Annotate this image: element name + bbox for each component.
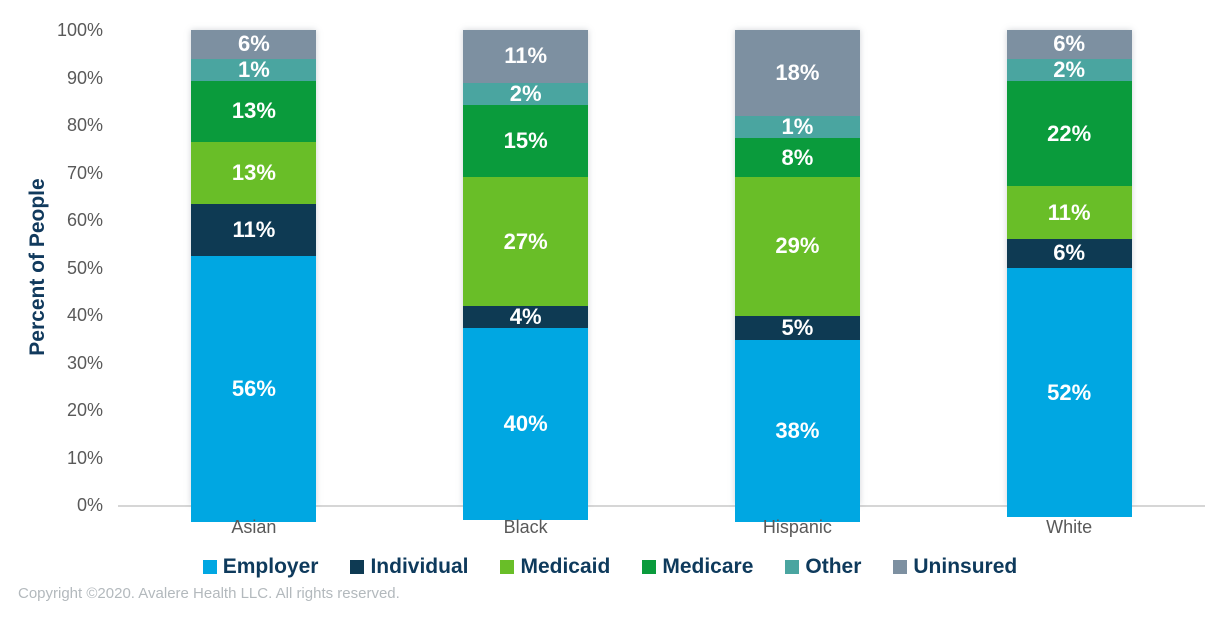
legend-swatch-icon bbox=[893, 560, 908, 574]
segment-value-label: 52% bbox=[1047, 379, 1092, 405]
bar-segment-uninsured: 6% bbox=[1006, 30, 1132, 59]
bar-segment-individual: 5% bbox=[734, 314, 860, 340]
bar-segment-other: 1% bbox=[191, 56, 317, 82]
y-tick-label: 30% bbox=[66, 352, 103, 373]
y-tick-label: 40% bbox=[66, 305, 103, 325]
segment-value-label: 18% bbox=[775, 60, 820, 86]
segment-value-label: 11% bbox=[232, 217, 276, 243]
bar-segment-employer: 38% bbox=[734, 339, 860, 523]
legend-swatch-icon bbox=[785, 560, 800, 574]
y-tick-label: 80% bbox=[66, 115, 103, 135]
segment-value-label: 5% bbox=[781, 314, 814, 340]
bar-segment-medicaid: 13% bbox=[191, 142, 317, 204]
y-tick-label: 10% bbox=[66, 447, 103, 468]
segment-value-label: 2% bbox=[1053, 56, 1086, 82]
segment-value-label: 22% bbox=[1047, 120, 1092, 146]
y-tick-label: 60% bbox=[66, 210, 103, 230]
segment-value-label: 11% bbox=[504, 43, 548, 69]
bar-segment-uninsured: 6% bbox=[191, 30, 317, 59]
segment-value-label: 4% bbox=[509, 304, 542, 330]
segment-value-label: 1% bbox=[781, 114, 814, 140]
segment-value-label: 38% bbox=[775, 418, 820, 444]
segment-value-label: 6% bbox=[1053, 240, 1086, 266]
segment-value-label: 6% bbox=[237, 31, 270, 57]
bar-segment-medicare: 15% bbox=[463, 104, 589, 177]
bar-stack-asian: 6% 1% 13% 13% 11% 56% bbox=[191, 30, 317, 523]
bar-stack-hispanic: 18% 1% 8% 29% 5% 38% bbox=[734, 30, 860, 523]
bar-segment-employer: 56% bbox=[191, 256, 317, 523]
y-tick-label: 70% bbox=[66, 162, 103, 183]
bar-segment-individual: 6% bbox=[1006, 239, 1132, 268]
segment-value-label: 56% bbox=[231, 376, 276, 402]
segment-value-label: 13% bbox=[231, 160, 276, 186]
bar-segment-uninsured: 11% bbox=[463, 30, 589, 83]
x-category-label: Black bbox=[503, 517, 548, 537]
bar-segment-individual: 11% bbox=[191, 204, 317, 257]
legend-label: Other bbox=[805, 555, 862, 578]
bar-segment-medicare: 22% bbox=[1006, 80, 1132, 187]
x-category-label: White bbox=[1046, 517, 1093, 537]
legend-label: Individual bbox=[370, 555, 469, 578]
legend-label: Uninsured bbox=[913, 555, 1018, 578]
legend-swatch-icon bbox=[202, 560, 217, 574]
legend-item-medicare: Medicare bbox=[642, 555, 753, 579]
legend-label: Medicaid bbox=[520, 555, 611, 578]
x-axis-line bbox=[118, 505, 1205, 507]
bar-stack-white: 6% 2% 22% 11% 6% 52% bbox=[1006, 30, 1132, 518]
legend-label: Medicare bbox=[662, 555, 754, 578]
segment-value-label: 8% bbox=[781, 144, 814, 170]
y-tick-label: 20% bbox=[66, 400, 103, 420]
y-tick-label: 0% bbox=[76, 495, 103, 515]
bar-segment-medicare: 13% bbox=[191, 80, 317, 143]
y-tick-label: 90% bbox=[66, 67, 103, 88]
legend-item-individual: Individual bbox=[350, 555, 468, 579]
bar-segment-medicaid: 29% bbox=[734, 176, 860, 316]
bar-segment-medicaid: 27% bbox=[463, 176, 589, 307]
bar-segment-individual: 4% bbox=[463, 304, 589, 330]
segment-value-label: 13% bbox=[231, 98, 276, 124]
segment-value-label: 29% bbox=[775, 233, 820, 259]
segment-value-label: 40% bbox=[503, 411, 548, 437]
legend-item-medicaid: Medicaid bbox=[500, 555, 610, 579]
bar-stack-black: 11% 2% 15% 27% 4% 40% bbox=[463, 30, 589, 521]
segment-value-label: 1% bbox=[237, 56, 270, 82]
legend: Employer Individual Medicaid Medicare Other U… bbox=[0, 555, 1220, 579]
segment-value-label: 11% bbox=[1047, 199, 1091, 225]
legend-item-other: Other bbox=[785, 555, 861, 579]
bar-segment-employer: 52% bbox=[1006, 267, 1132, 518]
legend-item-employer: Employer bbox=[202, 555, 319, 579]
bar-segment-other: 1% bbox=[734, 114, 860, 140]
bar-segment-employer: 40% bbox=[463, 328, 589, 521]
x-category-label: Hispanic bbox=[762, 517, 832, 537]
y-tick-label: 100% bbox=[56, 20, 103, 40]
bar-segment-uninsured: 18% bbox=[734, 30, 860, 117]
segment-value-label: 27% bbox=[503, 228, 548, 254]
segment-value-label: 15% bbox=[503, 127, 548, 153]
legend-label: Employer bbox=[222, 555, 319, 578]
bar-segment-medicaid: 11% bbox=[1006, 186, 1132, 240]
legend-swatch-icon bbox=[500, 560, 515, 574]
copyright-text: Copyright ©2020. Avalere Health LLC. All… bbox=[18, 585, 400, 602]
bar-segment-other: 2% bbox=[1006, 56, 1132, 82]
x-category-label: Asian bbox=[231, 517, 277, 537]
bar-segment-other: 2% bbox=[463, 80, 589, 106]
segment-value-label: 2% bbox=[509, 80, 542, 106]
legend-swatch-icon bbox=[642, 560, 657, 574]
segment-value-label: 6% bbox=[1053, 31, 1086, 57]
legend-swatch-icon bbox=[350, 560, 365, 574]
bar-segment-medicare: 8% bbox=[734, 138, 860, 177]
y-tick-label: 50% bbox=[66, 257, 103, 278]
legend-item-uninsured: Uninsured bbox=[893, 555, 1017, 579]
